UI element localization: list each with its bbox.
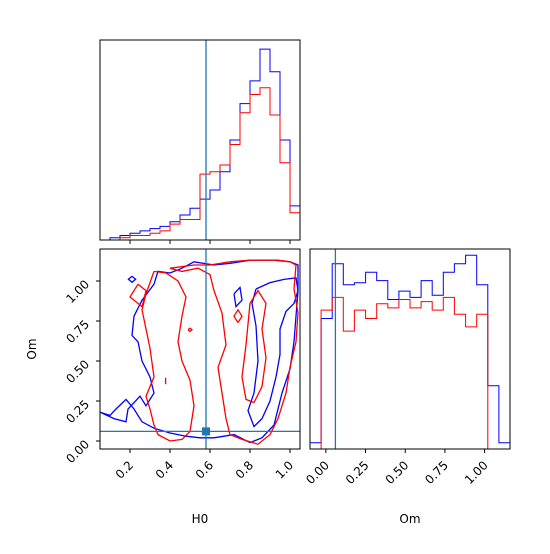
x-axis-label-h0: H0 [192, 512, 209, 526]
h0-histogram-panel [99, 39, 301, 244]
om-hist-x-tick-label: 0.50 [383, 458, 412, 487]
contour-marks [99, 259, 299, 445]
x-axis-label-om: Om [399, 512, 420, 526]
contour-truth-marker [202, 427, 210, 436]
contour-y-tick-label: 0.25 [63, 397, 92, 426]
om-hist-x-tick-label: 1.00 [462, 458, 491, 487]
contour-line-red-7 [241, 289, 267, 404]
h0-hist-frame [99, 39, 301, 241]
contour-y-ticks: 0.00 0.25 0.50 0.75 1.00 [63, 277, 100, 466]
contour-x-tick-label: 0.8 [233, 458, 256, 481]
contour-line-red-9 [187, 327, 194, 333]
contour-x-tick-label: 1.0 [273, 458, 296, 481]
contour-y-tick-label: 0.50 [63, 357, 92, 386]
contour-x-ticks: 0.2 0.4 0.6 0.8 1.0 [113, 449, 296, 482]
h0-hist-marks [100, 48, 301, 241]
contour-y-tick-label: 0.75 [63, 317, 92, 346]
contour-x-tick-label: 0.2 [113, 458, 136, 481]
hist-series-blue [309, 254, 511, 449]
contour-line-red-8 [233, 308, 243, 323]
contour-line-red-4 [141, 270, 195, 442]
om-hist-frame [309, 248, 511, 450]
om-hist-marks [309, 254, 511, 450]
contour-line-blue-2 [127, 275, 137, 284]
om-hist-x-tick-label: 0.25 [343, 458, 372, 487]
contour-line-red-5 [169, 259, 299, 445]
om-hist-x-tick-label: 0.75 [422, 458, 451, 487]
om-h0-contour-panel: 0.2 0.4 0.6 0.8 1.0 0.000.250.500.751.00 H0 … [25, 248, 301, 526]
y-axis-label-om: Om [25, 338, 39, 359]
om-hist-x-ticks: 0.00 0.25 0.50 0.75 1.00 [303, 449, 491, 487]
h0-hist-ticks [129, 240, 291, 244]
om-hist-x-tick-label: 0.00 [303, 458, 332, 487]
contour-line-blue-3 [233, 285, 243, 309]
contour-x-tick-label: 0.4 [153, 458, 176, 481]
contour-line-blue-0 [99, 259, 299, 444]
contour-line-red-6 [129, 283, 147, 308]
contour-line-blue-1 [247, 277, 299, 428]
om-histogram-panel: 0.00 0.25 0.50 0.75 1.00 Om [303, 248, 511, 526]
contour-y-tick-label: 0.00 [63, 437, 92, 466]
contour-frame [99, 248, 301, 450]
contour-y-tick-label: 1.00 [63, 277, 92, 306]
hist-series-red [310, 296, 510, 450]
hist-series-red [100, 87, 301, 241]
contour-x-tick-label: 0.6 [193, 458, 216, 481]
